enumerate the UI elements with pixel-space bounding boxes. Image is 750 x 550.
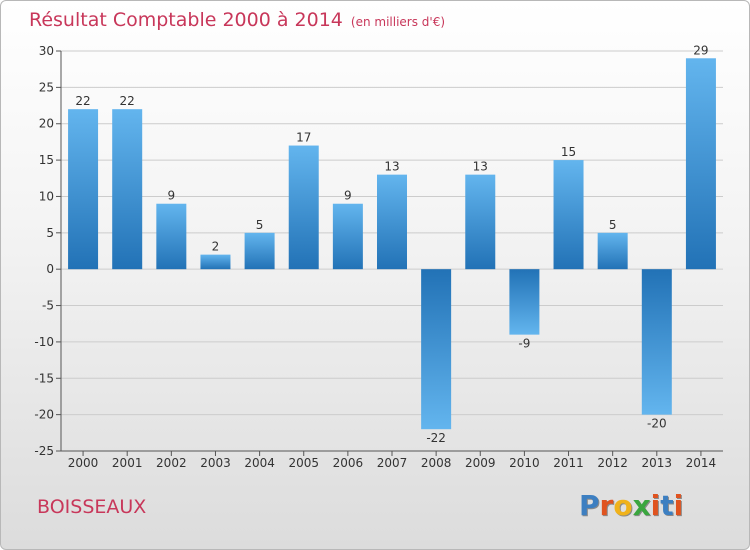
y-tick-label: -10 xyxy=(34,335,54,349)
data-label-2010: -9 xyxy=(518,337,530,351)
bar-2013 xyxy=(641,269,672,415)
bar-2007 xyxy=(377,174,407,270)
town-name: BOISSEAUX xyxy=(37,496,147,518)
logo-letter: r xyxy=(599,489,614,522)
x-tick-label-2013: 2013 xyxy=(642,456,673,470)
x-tick-label-2014: 2014 xyxy=(686,456,717,470)
bar-2001 xyxy=(112,109,143,270)
y-tick-label: 15 xyxy=(39,153,54,167)
x-tick-label-2008: 2008 xyxy=(421,456,452,470)
x-tick-label-2000: 2000 xyxy=(68,456,99,470)
data-label-2006: 9 xyxy=(344,189,352,203)
bar-2012 xyxy=(597,232,628,270)
data-label-2002: 9 xyxy=(168,189,176,203)
y-tick-label: -25 xyxy=(34,444,54,458)
data-label-2001: 22 xyxy=(120,94,135,108)
x-tick-label-2011: 2011 xyxy=(553,456,584,470)
bar-2006 xyxy=(332,203,363,270)
x-tick-label-2004: 2004 xyxy=(244,456,275,470)
chart-title: Résultat Comptable 2000 à 2014 (en millie… xyxy=(29,9,445,31)
data-label-2007: 13 xyxy=(384,160,399,174)
y-tick-label: 0 xyxy=(46,262,54,276)
y-tick-label: 20 xyxy=(39,117,54,131)
data-label-2003: 2 xyxy=(212,240,220,254)
data-label-2013: -20 xyxy=(647,417,667,431)
logo-letter: P xyxy=(579,489,600,522)
bar-2002 xyxy=(156,203,187,270)
x-tick-label-2009: 2009 xyxy=(465,456,496,470)
data-label-2011: 15 xyxy=(561,145,576,159)
bar-2008 xyxy=(421,269,452,430)
x-tick-label-2003: 2003 xyxy=(200,456,231,470)
chart-title-text: Résultat Comptable 2000 à 2014 xyxy=(29,9,343,31)
data-label-2005: 17 xyxy=(296,131,311,145)
data-label-2004: 5 xyxy=(256,218,264,232)
bar-2009 xyxy=(465,174,496,270)
bar-2010 xyxy=(509,269,540,335)
y-tick-label: 25 xyxy=(39,80,54,94)
y-tick-label: -15 xyxy=(34,371,54,385)
bar-layer xyxy=(68,58,716,430)
y-tick-label: -20 xyxy=(34,408,54,422)
logo-letter: o xyxy=(613,489,633,522)
bar-2014 xyxy=(685,58,716,270)
x-tick-label-2005: 2005 xyxy=(288,456,319,470)
logo-letter: i xyxy=(650,489,661,522)
data-label-2009: 13 xyxy=(473,160,488,174)
x-tick-label-2006: 2006 xyxy=(333,456,364,470)
data-label-2014: 29 xyxy=(693,43,708,57)
bar-2000 xyxy=(68,109,99,270)
data-label-2012: 5 xyxy=(609,218,617,232)
x-tick-label-2007: 2007 xyxy=(377,456,408,470)
bar-2003 xyxy=(200,254,231,270)
logo-letter: x xyxy=(632,489,651,522)
bar-2004 xyxy=(244,232,275,270)
logo-letter: t xyxy=(660,489,674,522)
chart-subtitle: (en milliers d'€) xyxy=(350,15,446,29)
x-tick-label-2010: 2010 xyxy=(509,456,540,470)
bar-2011 xyxy=(553,160,584,270)
data-label-2008: -22 xyxy=(426,431,446,445)
proxiti-logo: Proxiti xyxy=(579,489,683,522)
y-tick-label: 5 xyxy=(46,226,54,240)
y-tick-label: 30 xyxy=(39,44,54,58)
y-tick-label: 10 xyxy=(39,189,54,203)
y-tick-label: -5 xyxy=(42,299,54,313)
x-tick-label-2001: 2001 xyxy=(112,456,143,470)
x-tick-label-2012: 2012 xyxy=(597,456,628,470)
bar-2005 xyxy=(288,145,319,270)
x-tick-label-2002: 2002 xyxy=(156,456,187,470)
logo-letter: i xyxy=(673,489,684,522)
data-label-2000: 22 xyxy=(75,94,90,108)
